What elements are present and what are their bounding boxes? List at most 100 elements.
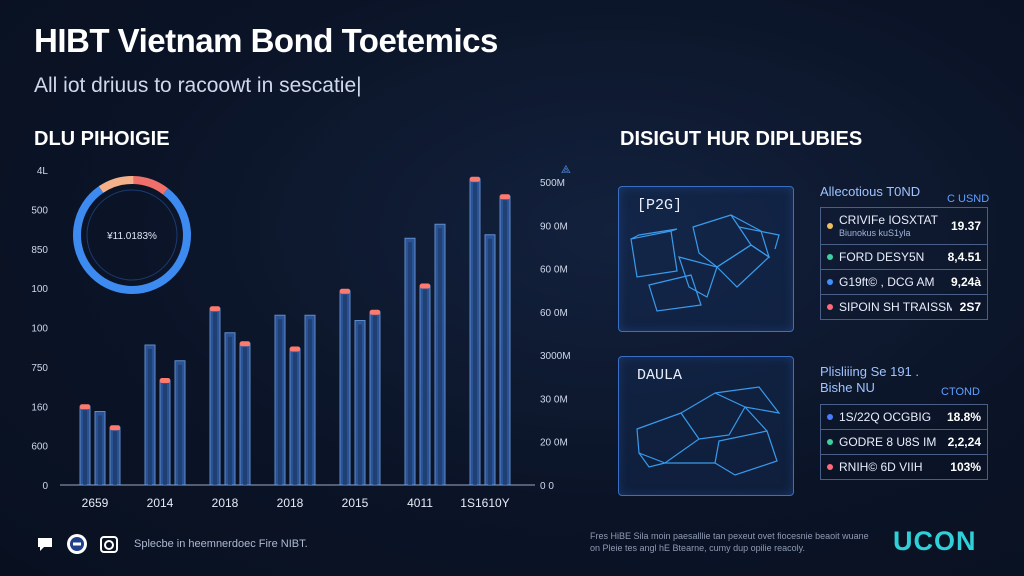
camera-icon[interactable] (98, 533, 120, 555)
row-marker (827, 304, 833, 310)
y-axis-right: 0 0 20 0M 30 0M 3000M 60 0M 60 0M 90 0M 500M (540, 178, 571, 492)
y-tick-label: 60 0M (540, 308, 568, 319)
bar-cap (470, 176, 480, 182)
row-marker (827, 439, 833, 445)
y-tick-label: 0 (42, 481, 48, 492)
bar-shadow (438, 228, 442, 485)
page-subtitle: All iot driuus to racoowt in sescatie| (34, 74, 362, 97)
bar-shadow (408, 242, 412, 485)
bar-shadow (423, 289, 427, 485)
y-tick-label: 500M (540, 178, 565, 189)
bar-shadow (113, 431, 117, 485)
row-marker (827, 279, 833, 285)
bar-shadow (278, 319, 282, 485)
chat-icon[interactable] (34, 533, 56, 555)
bar-cap (370, 309, 380, 315)
axis-marker-icon: ⟁ (561, 164, 571, 176)
panel-top: [P2G] (618, 186, 794, 332)
x-tick-label: 2018 (212, 496, 239, 510)
row-name: RNIH© 6D VIIH (839, 460, 923, 474)
y-tick-label: 100 (31, 284, 48, 295)
bar-shadow (343, 294, 347, 485)
bar-shadow (243, 347, 247, 485)
y-tick-label: 20 0M (540, 438, 568, 449)
row-value: 19.37 (950, 219, 981, 233)
panel-bottom-label: DAULA (637, 367, 683, 384)
row-marker (827, 414, 833, 420)
y-axis-left: 0 600 160 750 100 100 850 500 4L (31, 166, 48, 492)
table-bottom-unit: CTOND (941, 386, 980, 398)
donut-slice (73, 186, 191, 294)
wireframe-blocks-icon (630, 214, 780, 312)
wireframe-rocks-icon (636, 386, 781, 476)
row-name: CRIVIFe IOSXTAT (839, 213, 938, 227)
table-row: RNIH© 6D VIIH 103% (821, 455, 987, 479)
y-tick-label: 850 (31, 245, 48, 256)
table-top: CRIVIFe IOSXTAT Biunokus kuS1yla 19.37 F… (820, 207, 988, 320)
table-row: 1S/22Q OCGBIG 18.8% (821, 405, 987, 430)
y-tick-label: 600 (31, 442, 48, 453)
x-tick-label: 2015 (342, 496, 369, 510)
allocation-donut: ¥11.0183% (73, 176, 191, 294)
badge-icon[interactable] (66, 533, 88, 555)
bar-shadow (213, 312, 217, 485)
bar-cap (290, 346, 300, 352)
bar-cap (210, 306, 220, 312)
row-name: SIPOIN SH TRAISSM (839, 300, 952, 314)
table-row: CRIVIFe IOSXTAT Biunokus kuS1yla 19.37 (821, 208, 987, 245)
row-value: 8,4.51 (947, 250, 981, 264)
row-value: 2,2,24 (947, 435, 981, 449)
right-section-title: DISIGUT HUR DIPLUBIES (620, 128, 863, 150)
bar-cap (420, 283, 430, 289)
bar-shadow (358, 324, 362, 485)
bar-shadow (308, 319, 312, 485)
row-marker (827, 464, 833, 470)
y-tick-label: 90 0M (540, 221, 568, 232)
bar-cap (500, 194, 510, 200)
bar-shadow (148, 349, 152, 485)
brand-logo: UCON (893, 526, 977, 556)
x-tick-label: 2018 (277, 496, 304, 510)
bar-shadow (98, 415, 102, 485)
row-name: G19ft© , DCG AM (839, 275, 935, 289)
x-tick-label: 2014 (147, 496, 174, 510)
y-tick-label: 500 (31, 205, 48, 216)
table-bottom: 1S/22Q OCGBIG 18.8% GODRE 8 U8S IM 2,2,2… (820, 404, 988, 480)
bar-shadow (228, 336, 232, 485)
y-tick-label: 100 (31, 324, 48, 335)
bar-cap (110, 425, 120, 431)
bar-cap (340, 288, 350, 294)
bar-shadow (163, 384, 167, 485)
donut-slice (98, 176, 134, 194)
row-value: 9,24à (950, 275, 981, 289)
table-row: SIPOIN SH TRAISSM 2S7 (821, 295, 987, 319)
bar-shadow (293, 352, 297, 485)
footer-icons (34, 533, 120, 555)
x-tick-label: 1S1610Y (460, 496, 509, 510)
table-bottom-subtitle: Bishe NU (820, 380, 875, 395)
y-tick-label: 30 0M (540, 394, 568, 405)
row-value: 103% (950, 460, 981, 474)
table-bottom-title: Plisliiing Se 191 . (820, 364, 919, 379)
row-name: FORD DESY5N (839, 250, 925, 264)
bar-cap (160, 378, 170, 383)
footnote: Fres HiBE Sila moin paesalllie tan pexeu… (590, 531, 869, 553)
row-name: 1S/22Q OCGBIG (839, 410, 932, 424)
y-tick-label: 3000M (540, 351, 571, 362)
donut-slice (133, 176, 169, 195)
donut-inner-ring (86, 189, 178, 281)
panel-top-label: [P2G] (637, 197, 683, 214)
bar-cap (240, 341, 250, 347)
bar-shadow (178, 364, 182, 485)
bar-shadow (488, 238, 492, 485)
y-tick-label: 750 (31, 363, 48, 374)
row-sub: Biunokus kuS1yla (839, 227, 911, 238)
row-marker (827, 254, 833, 260)
bar-shadow (503, 200, 507, 485)
bar-shadow (473, 182, 477, 485)
y-tick-label: 4L (37, 166, 49, 177)
left-section-title: DLU PIHOIGIE (34, 128, 170, 150)
y-tick-label: 60 0M (540, 265, 568, 276)
row-marker (827, 223, 833, 229)
bar-shadow (83, 410, 87, 485)
